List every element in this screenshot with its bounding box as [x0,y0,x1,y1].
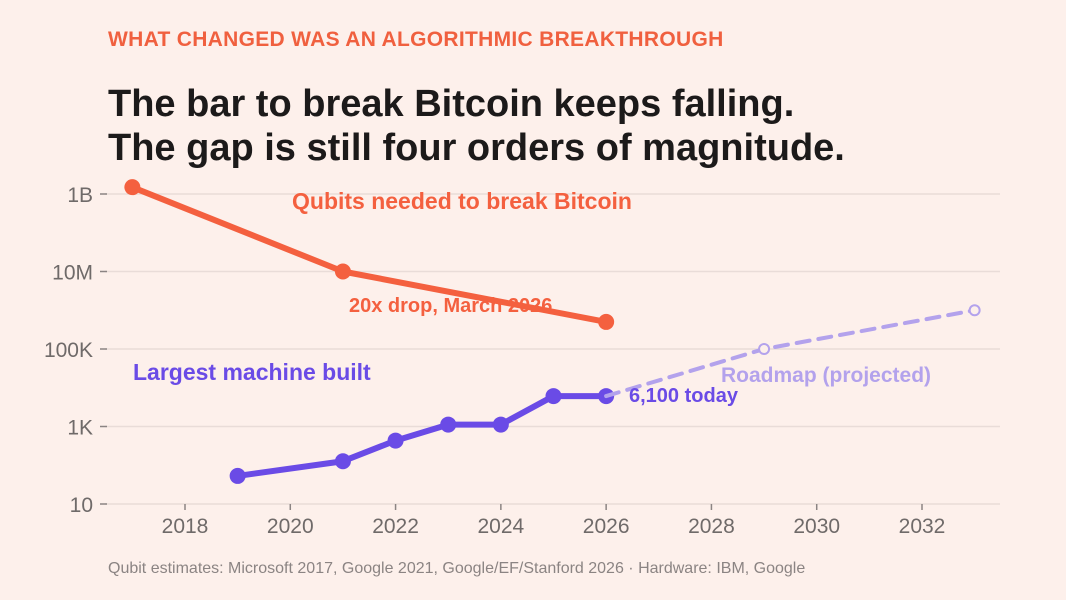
y-tick-label-10M: 10M [52,262,93,285]
annotation-layer: Qubits needed to break Bitcoin Largest ma… [133,188,931,407]
y-tick-label-1K: 1K [67,417,93,440]
headline-line-1: The bar to break Bitcoin keeps falling. [108,83,795,125]
y-tick-label-100K: 100K [44,339,93,362]
annotation-today: 6,100 today [629,385,739,407]
data-point-built-2024 [492,416,509,433]
x-tick-label-2022: 2022 [372,515,419,538]
data-point-needed-2017 [124,179,141,196]
data-point-needed-2026 [598,313,615,330]
x-tick-label-2018: 2018 [162,515,209,538]
series-label-projected: Roadmap (projected) [721,364,931,387]
data-point-needed-2021 [334,263,351,280]
grid-lines [105,193,1000,505]
series-line-built [234,393,610,479]
x-tick-label-2030: 2030 [793,515,840,538]
x-tick-label-2020: 2020 [267,515,314,538]
x-tick-label-2028: 2028 [688,515,735,538]
headline: The bar to break Bitcoin keeps falling. … [108,82,845,170]
x-tick-label-2026: 2026 [583,515,630,538]
data-point-built-2022 [387,432,404,449]
series-label-built: Largest machine built [133,359,371,385]
series-layer [124,179,981,484]
x-axis: 2018 2020 2022 2024 2026 2028 2030 2032 [162,504,946,538]
y-tick-label-10: 10 [70,494,93,517]
annotation-drop: 20x drop, March 2026 [349,295,552,317]
y-axis: 10 1K 100K 10M 1B [44,184,107,517]
data-point-projected-2029 [758,343,771,355]
data-point-projected-2033 [968,304,981,317]
headline-line-2: The gap is still four orders of magnitud… [108,127,845,169]
data-point-built-2019 [229,467,246,484]
kicker: WHAT CHANGED WAS AN ALGORITHMIC BREAKTHR… [108,28,724,51]
source-note: Qubit estimates: Microsoft 2017, Google … [108,560,806,577]
series-label-needed: Qubits needed to break Bitcoin [292,188,632,214]
data-point-built-2025 [545,388,562,405]
x-tick-label-2024: 2024 [477,515,524,538]
data-point-built-2021 [334,453,351,470]
y-tick-label-1B: 1B [67,184,93,207]
data-point-built-2023 [440,416,457,433]
x-tick-label-2032: 2032 [899,515,946,538]
